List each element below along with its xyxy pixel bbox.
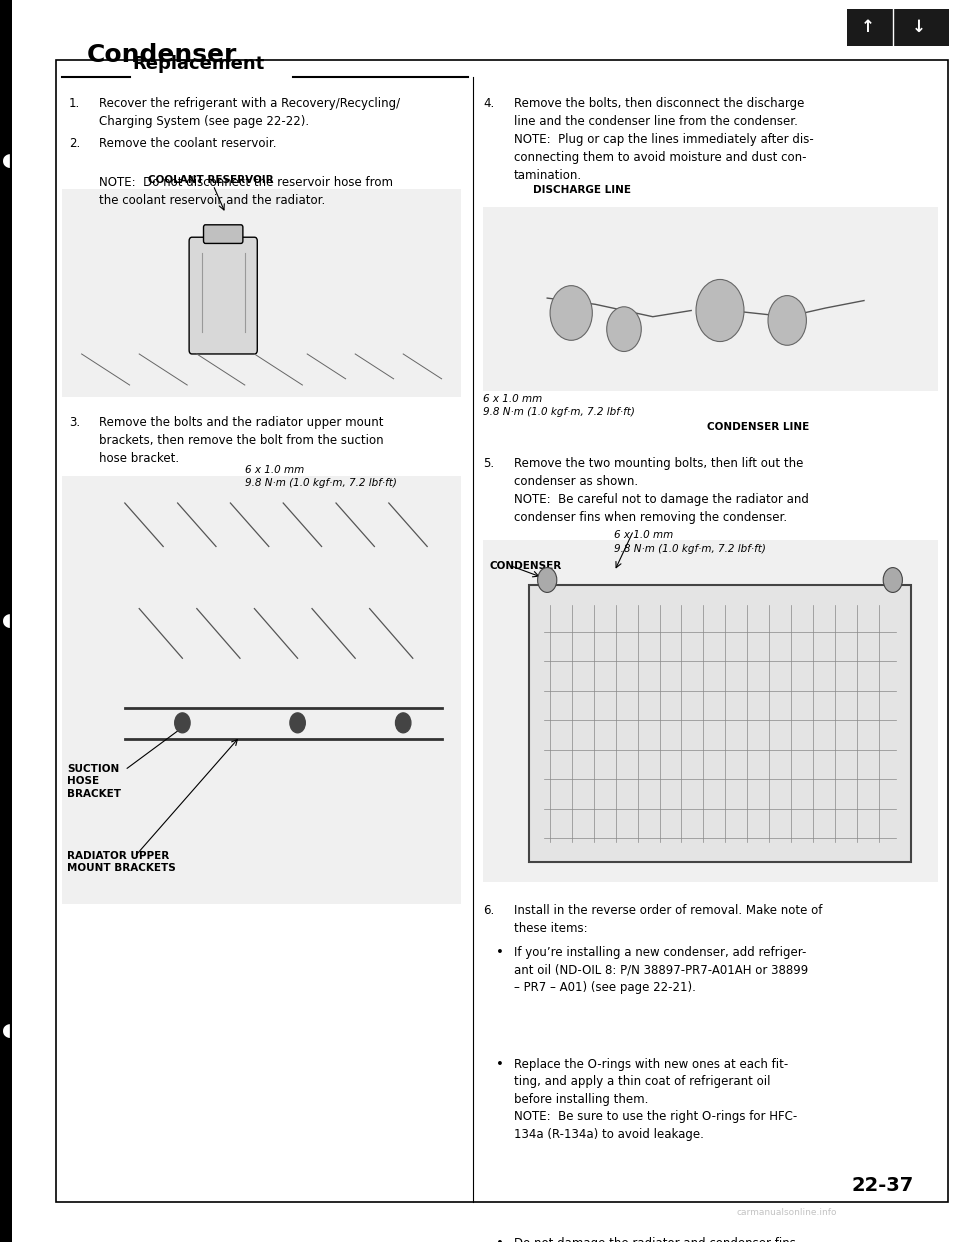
FancyBboxPatch shape [483,207,938,391]
Text: Replace the O-rings with new ones at each fit-
ting, and apply a thin coat of re: Replace the O-rings with new ones at eac… [514,1058,797,1140]
Circle shape [396,713,411,733]
Circle shape [290,713,305,733]
Text: 3.: 3. [69,416,81,428]
Text: Condenser: Condenser [86,43,237,67]
Text: 6 x 1.0 mm
9.8 N·m (1.0 kgf·m, 7.2 lbf·ft): 6 x 1.0 mm 9.8 N·m (1.0 kgf·m, 7.2 lbf·f… [483,394,635,417]
FancyBboxPatch shape [62,476,461,904]
Circle shape [607,307,641,351]
Text: COOLANT RESERVOIR: COOLANT RESERVOIR [149,175,274,185]
Text: NOTE:  Do not disconnect the reservoir hose from
the coolant reservoir and the r: NOTE: Do not disconnect the reservoir ho… [99,176,393,207]
Text: ↑: ↑ [861,19,875,36]
Text: ◖: ◖ [2,1022,12,1040]
Text: Replacement: Replacement [132,56,265,73]
Text: ◖: ◖ [2,153,12,170]
FancyBboxPatch shape [847,9,949,46]
Text: 1.: 1. [69,97,81,109]
Text: If you’re installing a new condenser, add refriger-
ant oil (ND-OIL 8: P/N 38897: If you’re installing a new condenser, ad… [514,946,808,995]
FancyBboxPatch shape [0,0,12,1242]
FancyBboxPatch shape [204,225,243,243]
Text: •: • [496,946,504,959]
Text: SUCTION
HOSE
BRACKET: SUCTION HOSE BRACKET [67,764,121,799]
Text: 5.: 5. [483,457,494,469]
Text: RADIATOR UPPER
MOUNT BRACKETS: RADIATOR UPPER MOUNT BRACKETS [67,851,176,873]
Text: ◖: ◖ [2,612,12,630]
Text: 6 x 1.0 mm
9.8 N·m (1.0 kgf·m, 7.2 lbf·ft): 6 x 1.0 mm 9.8 N·m (1.0 kgf·m, 7.2 lbf·f… [614,530,766,554]
Text: carmanualsonline.info: carmanualsonline.info [737,1208,837,1217]
Text: Do not damage the radiator and condenser fins
when installing the condenser.: Do not damage the radiator and condenser… [514,1237,796,1242]
FancyBboxPatch shape [62,189,461,397]
Text: Remove the coolant reservoir.: Remove the coolant reservoir. [99,137,276,149]
Text: DISCHARGE LINE: DISCHARGE LINE [533,185,631,195]
Circle shape [175,713,190,733]
FancyBboxPatch shape [189,237,257,354]
Text: Remove the two mounting bolts, then lift out the
condenser as shown.
NOTE:  Be c: Remove the two mounting bolts, then lift… [514,457,808,524]
Text: CONDENSER: CONDENSER [490,561,562,571]
Circle shape [538,568,557,592]
Circle shape [550,286,592,340]
Circle shape [768,296,806,345]
Text: •: • [496,1237,504,1242]
Text: Remove the bolts and the radiator upper mount
brackets, then remove the bolt fro: Remove the bolts and the radiator upper … [99,416,383,465]
Text: ↓: ↓ [912,19,925,36]
FancyBboxPatch shape [483,540,938,882]
Text: Install in the reverse order of removal. Make note of
these items:: Install in the reverse order of removal.… [514,904,822,935]
Text: 6.: 6. [483,904,494,917]
Text: Recover the refrigerant with a Recovery/Recycling/
Charging System (see page 22-: Recover the refrigerant with a Recovery/… [99,97,400,128]
Text: 2.: 2. [69,137,81,149]
Text: Remove the bolts, then disconnect the discharge
line and the condenser line from: Remove the bolts, then disconnect the di… [514,97,813,181]
Text: 6 x 1.0 mm
9.8 N·m (1.0 kgf·m, 7.2 lbf·ft): 6 x 1.0 mm 9.8 N·m (1.0 kgf·m, 7.2 lbf·f… [245,465,396,488]
Circle shape [696,279,744,342]
Text: 4.: 4. [483,97,494,109]
Circle shape [883,568,902,592]
Text: CONDENSER LINE: CONDENSER LINE [708,422,809,432]
FancyBboxPatch shape [529,585,911,862]
Text: 22-37: 22-37 [852,1176,914,1195]
Text: •: • [496,1058,504,1071]
